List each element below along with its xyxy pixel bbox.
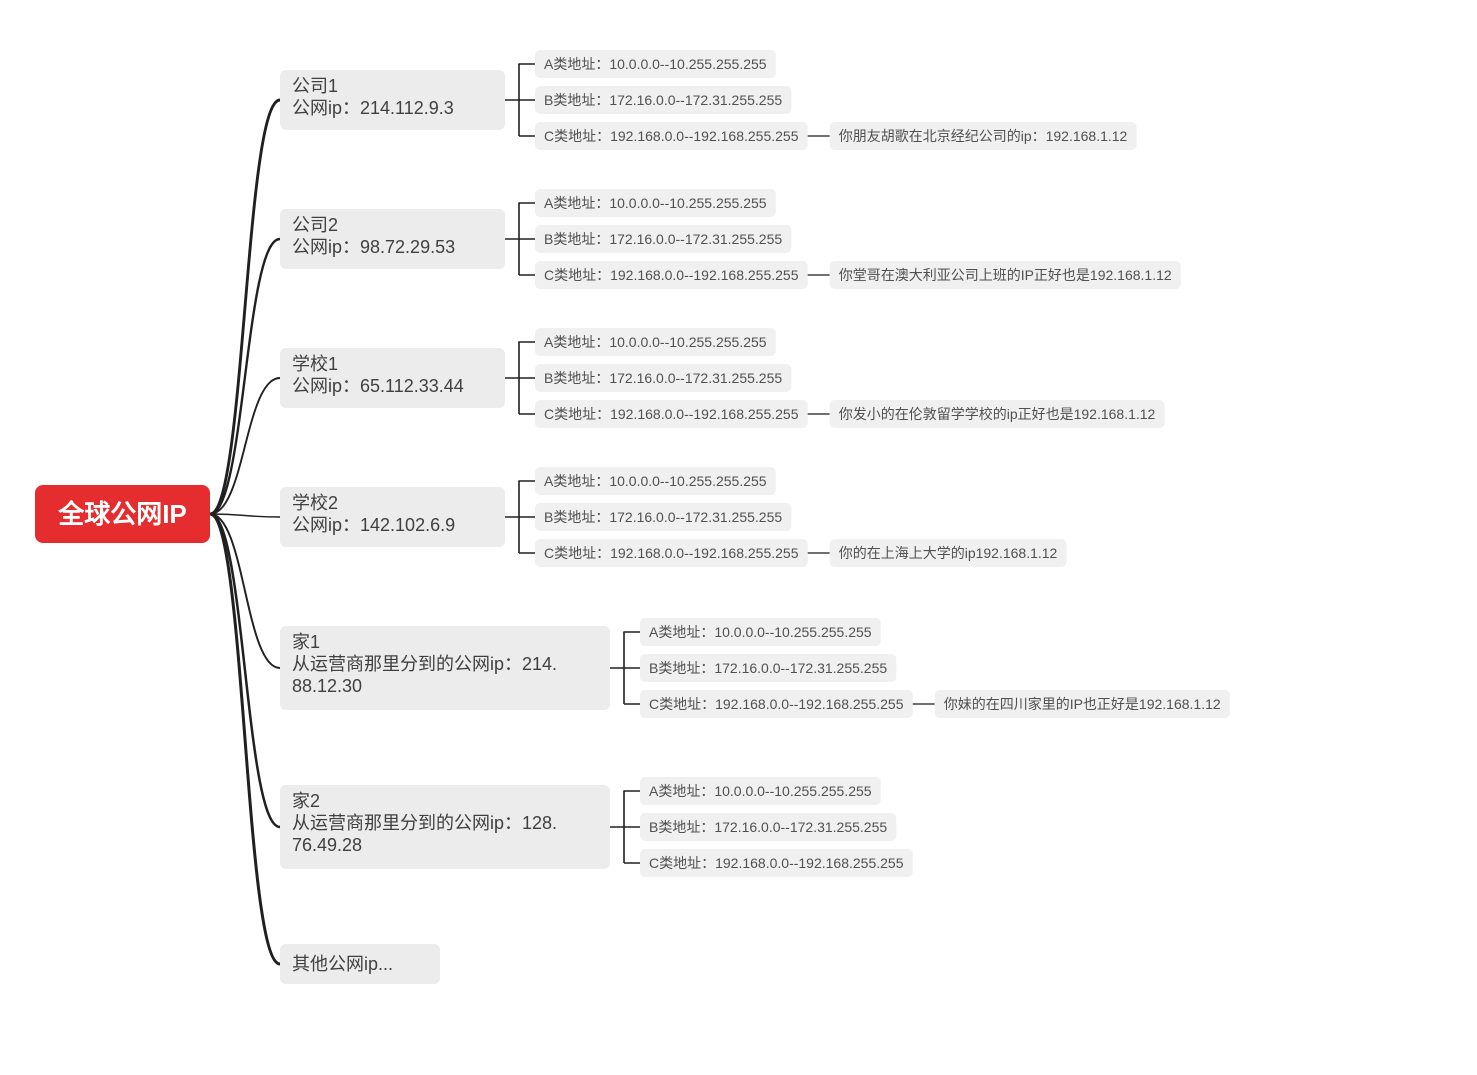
bracket: [505, 203, 535, 275]
level1-line1: 家1: [292, 632, 320, 652]
address-text: C类地址：192.168.0.0--192.168.255.255: [544, 128, 799, 144]
address-text: A类地址：10.0.0.0--10.255.255.255: [544, 56, 767, 72]
address-text: B类地址：172.16.0.0--172.31.255.255: [544, 509, 782, 525]
level1-line1: 学校2: [292, 493, 338, 513]
address-text: A类地址：10.0.0.0--10.255.255.255: [544, 195, 767, 211]
level1-line2: 公网ip：142.102.6.9: [292, 515, 455, 535]
level1-line1: 学校1: [292, 354, 338, 374]
level1-line2: 从运营商那里分到的公网ip：214.: [292, 654, 557, 674]
address-text: A类地址：10.0.0.0--10.255.255.255: [544, 473, 767, 489]
level1-line2: 公网ip：214.112.9.3: [292, 98, 454, 118]
edge-root-to-l1: [210, 100, 280, 514]
level1-line1: 家2: [292, 791, 320, 811]
level1-line1: 其他公网ip...: [292, 954, 393, 974]
address-text: A类地址：10.0.0.0--10.255.255.255: [649, 624, 872, 640]
address-text: C类地址：192.168.0.0--192.168.255.255: [649, 696, 904, 712]
address-text: C类地址：192.168.0.0--192.168.255.255: [544, 406, 799, 422]
edge-root-to-l1: [210, 514, 280, 668]
level1-line3: 76.49.28: [292, 835, 362, 855]
note-text: 你妹的在四川家里的IP也正好是192.168.1.12: [944, 696, 1221, 712]
address-text: C类地址：192.168.0.0--192.168.255.255: [544, 267, 799, 283]
bracket: [610, 632, 640, 704]
level1-line2: 从运营商那里分到的公网ip：128.: [292, 813, 557, 833]
address-text: C类地址：192.168.0.0--192.168.255.255: [649, 855, 904, 871]
root-label: 全球公网IP: [57, 499, 187, 529]
level1-line3: 88.12.30: [292, 676, 362, 696]
note-text: 你朋友胡歌在北京经纪公司的ip：192.168.1.12: [839, 128, 1128, 144]
address-text: B类地址：172.16.0.0--172.31.255.255: [649, 660, 887, 676]
level1-line1: 公司1: [292, 76, 338, 96]
bracket: [505, 64, 535, 136]
bracket: [610, 791, 640, 863]
edge-root-to-l1: [210, 514, 280, 964]
note-text: 你堂哥在澳大利亚公司上班的IP正好也是192.168.1.12: [839, 267, 1172, 283]
note-text: 你的在上海上大学的ip192.168.1.12: [839, 545, 1058, 561]
address-text: B类地址：172.16.0.0--172.31.255.255: [544, 370, 782, 386]
mindmap-canvas: 全球公网IP 公司1公网ip：214.112.9.3 A类地址：10.0.0.0--…: [0, 0, 1477, 1075]
level1-line2: 公网ip：65.112.33.44: [292, 376, 464, 396]
edge-root-to-l1: [210, 378, 280, 514]
address-text: A类地址：10.0.0.0--10.255.255.255: [544, 334, 767, 350]
edge-root-to-l1: [210, 514, 280, 827]
bracket: [505, 342, 535, 414]
level1-line1: 公司2: [292, 215, 338, 235]
address-text: A类地址：10.0.0.0--10.255.255.255: [649, 783, 872, 799]
address-text: B类地址：172.16.0.0--172.31.255.255: [544, 92, 782, 108]
edge-root-to-l1: [210, 239, 280, 514]
address-text: C类地址：192.168.0.0--192.168.255.255: [544, 545, 799, 561]
address-text: B类地址：172.16.0.0--172.31.255.255: [649, 819, 887, 835]
level1-line2: 公网ip：98.72.29.53: [292, 237, 455, 257]
edge-root-to-l1: [210, 514, 280, 517]
bracket: [505, 481, 535, 553]
note-text: 你发小的在伦敦留学学校的ip正好也是192.168.1.12: [839, 406, 1156, 422]
address-text: B类地址：172.16.0.0--172.31.255.255: [544, 231, 782, 247]
